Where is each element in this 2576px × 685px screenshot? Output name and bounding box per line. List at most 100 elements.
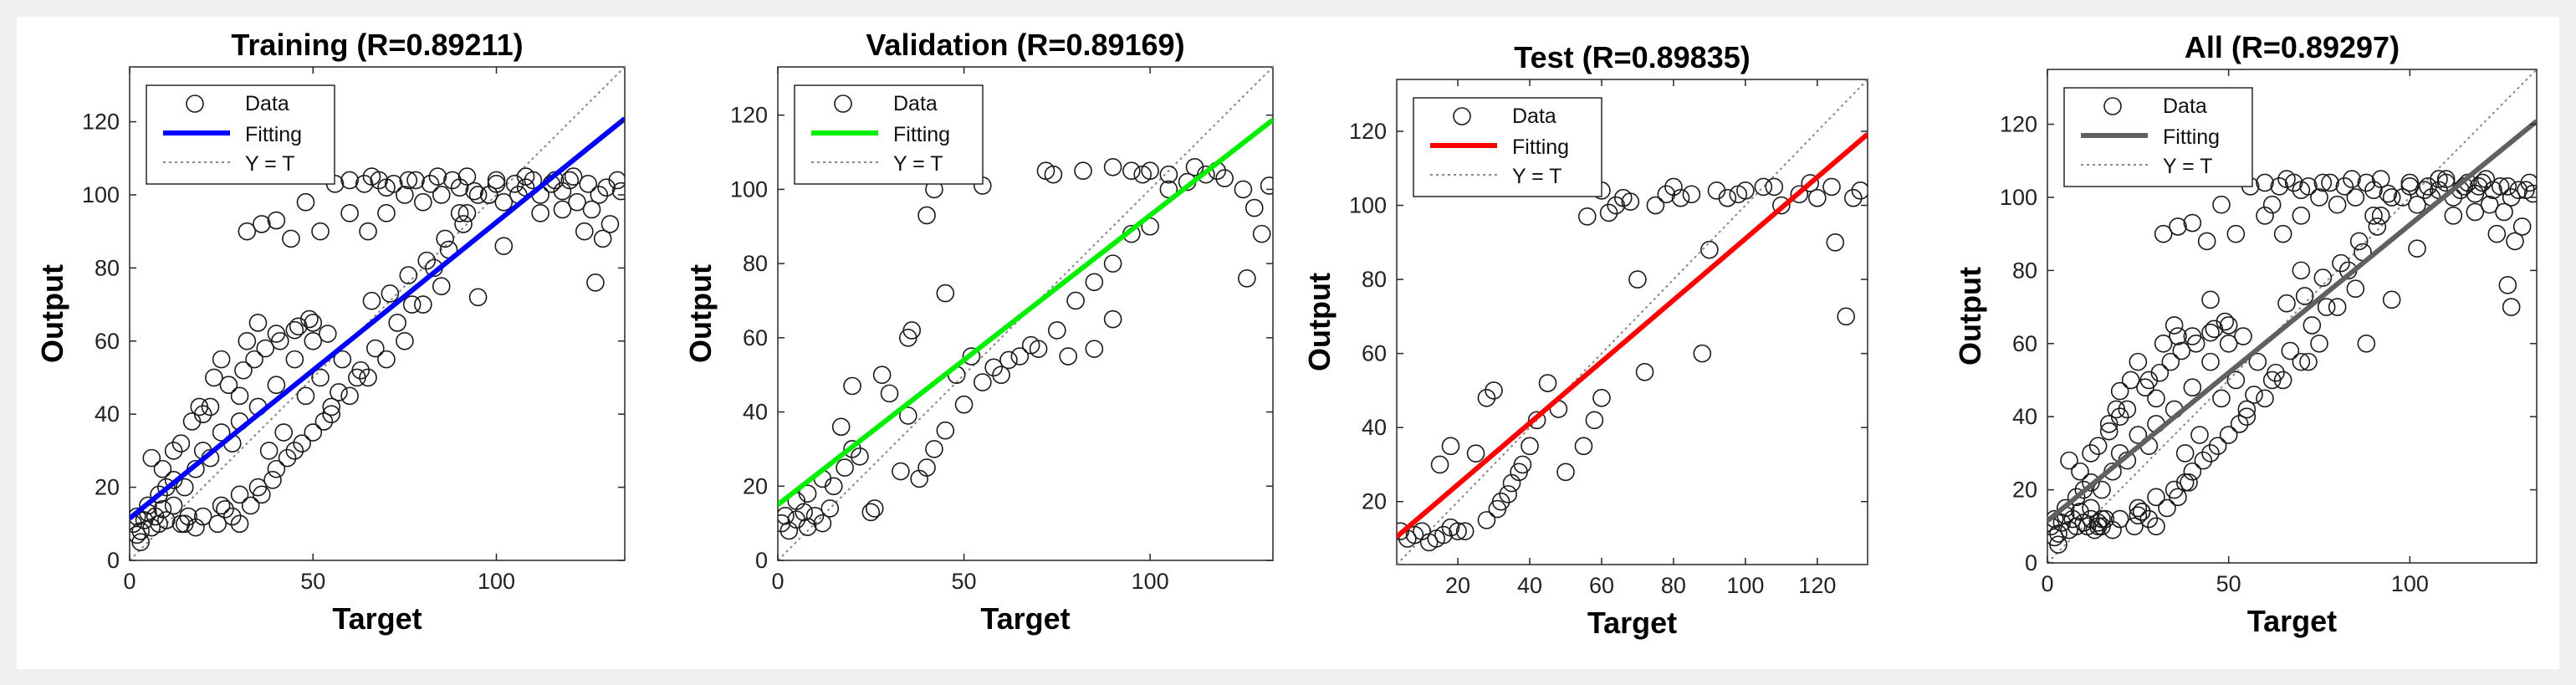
data-point (2256, 207, 2274, 225)
data-point (362, 167, 381, 186)
data-point (2480, 195, 2499, 214)
data-point (2230, 415, 2249, 433)
x-axis-label: Target (2247, 604, 2337, 638)
data-point (999, 350, 1018, 370)
chart-title: Validation (R=0.89169) (866, 28, 1184, 62)
data-point (322, 405, 340, 423)
data-point (608, 171, 625, 190)
data-point (1245, 198, 1264, 217)
data-point (2107, 400, 2126, 419)
data-point (285, 320, 304, 340)
data-point (1754, 177, 1773, 197)
data-point (2190, 426, 2209, 444)
data-point (1851, 181, 1868, 200)
data-point (1837, 307, 1856, 326)
data-point (187, 518, 205, 537)
y-tick-label: 40 (95, 401, 120, 427)
data-point (238, 222, 257, 241)
data-point (2469, 177, 2488, 196)
data-point (230, 485, 249, 504)
legend-data-marker (1453, 107, 1471, 125)
data-point (238, 331, 257, 350)
data-point (399, 266, 418, 284)
data-point (2349, 232, 2369, 251)
y-tick-label: 0 (2025, 550, 2037, 575)
data-point (898, 406, 917, 425)
data-point (2248, 352, 2267, 371)
data-point (2498, 276, 2517, 294)
data-point (2226, 224, 2246, 243)
data-point (432, 186, 451, 204)
data-point (2400, 177, 2420, 196)
data-point (2506, 232, 2524, 251)
data-point (1441, 437, 1460, 456)
data-point (2364, 207, 2383, 225)
data-point (377, 350, 396, 369)
data-point (2400, 173, 2420, 192)
legend: Data Fitting Y = T (794, 84, 984, 185)
data-point (216, 500, 234, 519)
data-point (1260, 176, 1273, 195)
data-point (962, 347, 981, 366)
data-point (1477, 388, 1496, 407)
data-point (2201, 323, 2220, 342)
data-point (2082, 444, 2100, 463)
data-point (1477, 511, 1496, 529)
data-point (2273, 224, 2292, 243)
data-point (318, 325, 337, 343)
data-point (2393, 188, 2412, 207)
y-tick-label: 20 (2012, 478, 2037, 503)
data-point (296, 192, 315, 212)
data-point (2281, 341, 2300, 360)
data-point (171, 434, 191, 452)
data-point (992, 366, 1010, 384)
data-point (494, 192, 514, 212)
data-point (1059, 347, 1077, 366)
data-point (2484, 181, 2502, 200)
data-point (2313, 173, 2333, 192)
data-point (2136, 378, 2154, 397)
data-point (314, 412, 334, 431)
y-tick-label: 20 (1362, 489, 1387, 514)
data-point (182, 412, 202, 431)
data-point (2256, 173, 2274, 192)
data-point (820, 499, 840, 518)
data-point (157, 478, 176, 497)
data-point (2237, 407, 2257, 426)
x-tick-label: 100 (478, 569, 515, 594)
data-point (2147, 389, 2165, 408)
legend: Data Fitting Y = T (146, 84, 335, 185)
data-point (2139, 509, 2159, 529)
data-point (2049, 524, 2067, 543)
data-point (2183, 462, 2202, 481)
data-point (2067, 488, 2086, 507)
y-tick-label: 0 (107, 548, 120, 573)
data-point (351, 360, 371, 380)
data-point (212, 350, 231, 369)
data-point (1657, 185, 1676, 204)
data-point (2466, 202, 2485, 222)
data-point (2216, 312, 2235, 331)
data-point (1488, 499, 1507, 519)
data-point (381, 284, 400, 303)
data-point (362, 291, 381, 310)
identity-line (2047, 69, 2537, 563)
data-point (2476, 170, 2496, 188)
data-point (2357, 173, 2376, 192)
data-point (340, 386, 359, 406)
data-point (340, 204, 359, 222)
data-point (150, 485, 168, 504)
data-point (1826, 233, 1845, 252)
data-point (575, 222, 594, 241)
data-point (1585, 411, 1604, 430)
data-point (267, 459, 286, 478)
data-point (2487, 224, 2507, 243)
legend-label: Y = T (245, 152, 295, 176)
data-point (388, 314, 406, 332)
data-point (1021, 335, 1040, 355)
x-tick-label: 0 (2041, 571, 2053, 596)
data-point (2267, 363, 2285, 382)
x-tick-label: 100 (2391, 571, 2429, 596)
data-point (366, 339, 385, 358)
data-point (590, 186, 609, 204)
